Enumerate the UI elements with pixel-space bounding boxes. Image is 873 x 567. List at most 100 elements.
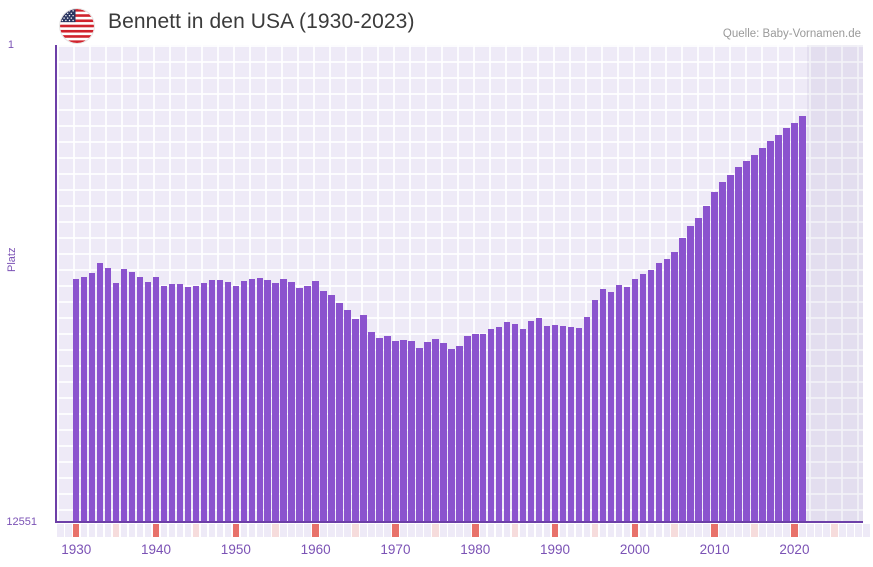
x-axis-tick [623,524,631,537]
bar [112,282,120,521]
bar [511,324,519,521]
x-axis-tick-label: 1990 [540,542,571,557]
x-axis-tick [519,524,527,537]
chart-header: Bennett in den USA (1930-2023) Quelle: B… [0,0,873,45]
bar [424,341,431,521]
x-axis-tick [168,524,176,537]
bar [248,278,256,521]
bar [607,291,615,521]
x-axis-tick [80,524,88,537]
x-axis-tick [296,524,303,537]
bar [160,286,168,521]
y-axis-bottom-tick-label: 12551 [6,516,37,528]
bar [368,331,375,521]
bar [543,325,551,521]
bar [416,347,423,521]
x-axis-tick [160,524,168,537]
bar [711,192,718,521]
x-axis-tick [136,524,144,537]
x-axis-tick [743,524,750,537]
x-axis-tick [591,524,599,537]
x-axis-tick [248,524,256,537]
x-axis-tick [272,524,279,537]
bar [727,175,734,521]
x-axis-tick [96,524,104,537]
x-axis-tick [815,524,822,537]
bar [751,154,758,521]
bar [136,276,144,521]
x-axis-tick [655,524,663,537]
bar [304,285,311,521]
bar [208,279,216,521]
bar [400,340,407,521]
bar [559,326,567,521]
bar [679,237,686,521]
x-axis-tick [759,524,766,537]
x-axis-tick [200,524,208,537]
x-axis-tick [487,524,495,537]
bar [567,326,575,521]
x-axis-tick [184,524,192,537]
bar [104,267,112,521]
bar [703,205,710,521]
x-axis-tick-strip [57,524,870,537]
x-axis-tick [703,524,710,537]
x-axis-tick [559,524,567,537]
x-axis-tick-label: 2000 [619,542,650,557]
bar [615,285,623,521]
bar [551,324,559,521]
bar [767,141,774,521]
bar [200,282,208,521]
bar [791,122,798,521]
x-axis-tick [256,524,264,537]
x-axis-tick [607,524,615,537]
bar [599,288,607,521]
bar [719,181,726,521]
x-axis-tick [328,524,335,537]
bar [687,226,694,521]
x-axis-tick [839,524,846,537]
x-axis-tick [543,524,551,537]
bar [216,280,224,521]
x-axis-tick [384,524,391,537]
bar [663,259,671,521]
bar [495,327,503,521]
bar [479,334,487,521]
bar [392,340,399,521]
bar [272,282,279,521]
bar [535,317,543,521]
x-axis-tick [847,524,854,537]
x-axis-tick [400,524,407,537]
x-axis-tick [679,524,686,537]
bar [448,348,455,521]
bar [168,284,176,521]
bar [264,280,272,521]
bar [432,338,439,521]
x-axis-tick [695,524,702,537]
x-axis-tick-label: 1970 [380,542,411,557]
bar [735,167,742,521]
plot-shaded-region [807,45,863,521]
x-axis-decade-tick [72,524,80,537]
bar [336,303,343,521]
bar [471,333,479,521]
x-axis-tick [88,524,96,537]
x-axis-tick [671,524,678,537]
x-axis-tick [663,524,671,537]
x-axis-tick [440,524,447,537]
x-axis-tick [360,524,367,537]
page-title: Bennett in den USA (1930-2023) [108,10,415,33]
bar [487,328,495,521]
x-axis-tick [144,524,152,537]
x-axis-tick [224,524,232,537]
x-axis-tick [831,524,838,537]
x-axis-tick [735,524,742,537]
bar [519,328,527,521]
bar [743,161,750,521]
source-attribution: Quelle: Baby-Vornamen.de [722,28,861,40]
x-axis-tick [823,524,830,537]
x-axis-tick [264,524,272,537]
x-axis-decade-tick [551,524,559,537]
x-axis-tick [567,524,575,537]
bar [232,286,240,521]
